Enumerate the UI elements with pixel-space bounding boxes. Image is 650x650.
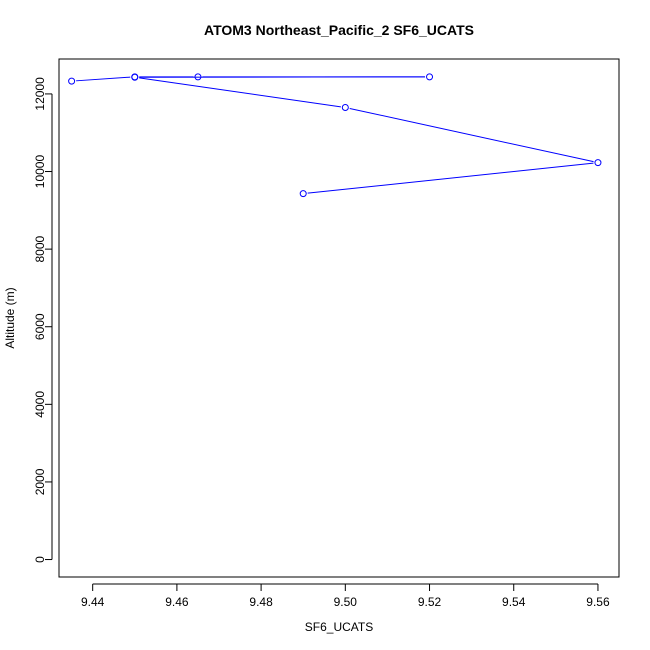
series-line-segment <box>76 76 131 82</box>
y-tick-label: 4000 <box>33 391 47 418</box>
x-tick-label: 9.50 <box>334 595 358 609</box>
plot-frame <box>58 58 620 578</box>
y-tick-label: 8000 <box>33 235 47 262</box>
y-tick-label: 10000 <box>33 155 47 189</box>
x-tick-label: 9.48 <box>249 595 273 609</box>
x-tick-label: 9.46 <box>165 595 189 609</box>
y-tick-label: 6000 <box>33 313 47 340</box>
series-line-segment <box>139 77 341 108</box>
data-point <box>299 190 307 198</box>
x-tick-label: 9.44 <box>81 595 105 609</box>
y-axis: 0 2000 4000 6000 8000 10000 12000 <box>33 77 53 563</box>
x-tick-label: 9.56 <box>586 595 610 609</box>
series-line-segment <box>307 162 594 194</box>
data-point <box>194 73 202 81</box>
data-point <box>594 159 602 167</box>
series-group <box>68 73 602 198</box>
y-tick-label: 12000 <box>33 77 47 111</box>
chart-title: ATOM3 Northeast_Pacific_2 SF6_UCATS <box>204 22 474 38</box>
x-axis: 9.44 9.46 9.48 9.50 9.52 9.54 9.56 <box>81 583 610 609</box>
series-line-segment <box>349 107 594 163</box>
x-tick-label: 9.52 <box>418 595 442 609</box>
data-point <box>341 104 349 112</box>
y-tick-label: 0 <box>33 556 47 563</box>
x-tick-label: 9.54 <box>502 595 526 609</box>
data-point <box>131 73 139 81</box>
y-tick-label: 2000 <box>33 468 47 495</box>
data-point <box>426 73 434 81</box>
data-point <box>68 77 76 85</box>
y-axis-label: Altitude (m) <box>3 287 17 348</box>
x-axis-label: SF6_UCATS <box>305 620 373 634</box>
